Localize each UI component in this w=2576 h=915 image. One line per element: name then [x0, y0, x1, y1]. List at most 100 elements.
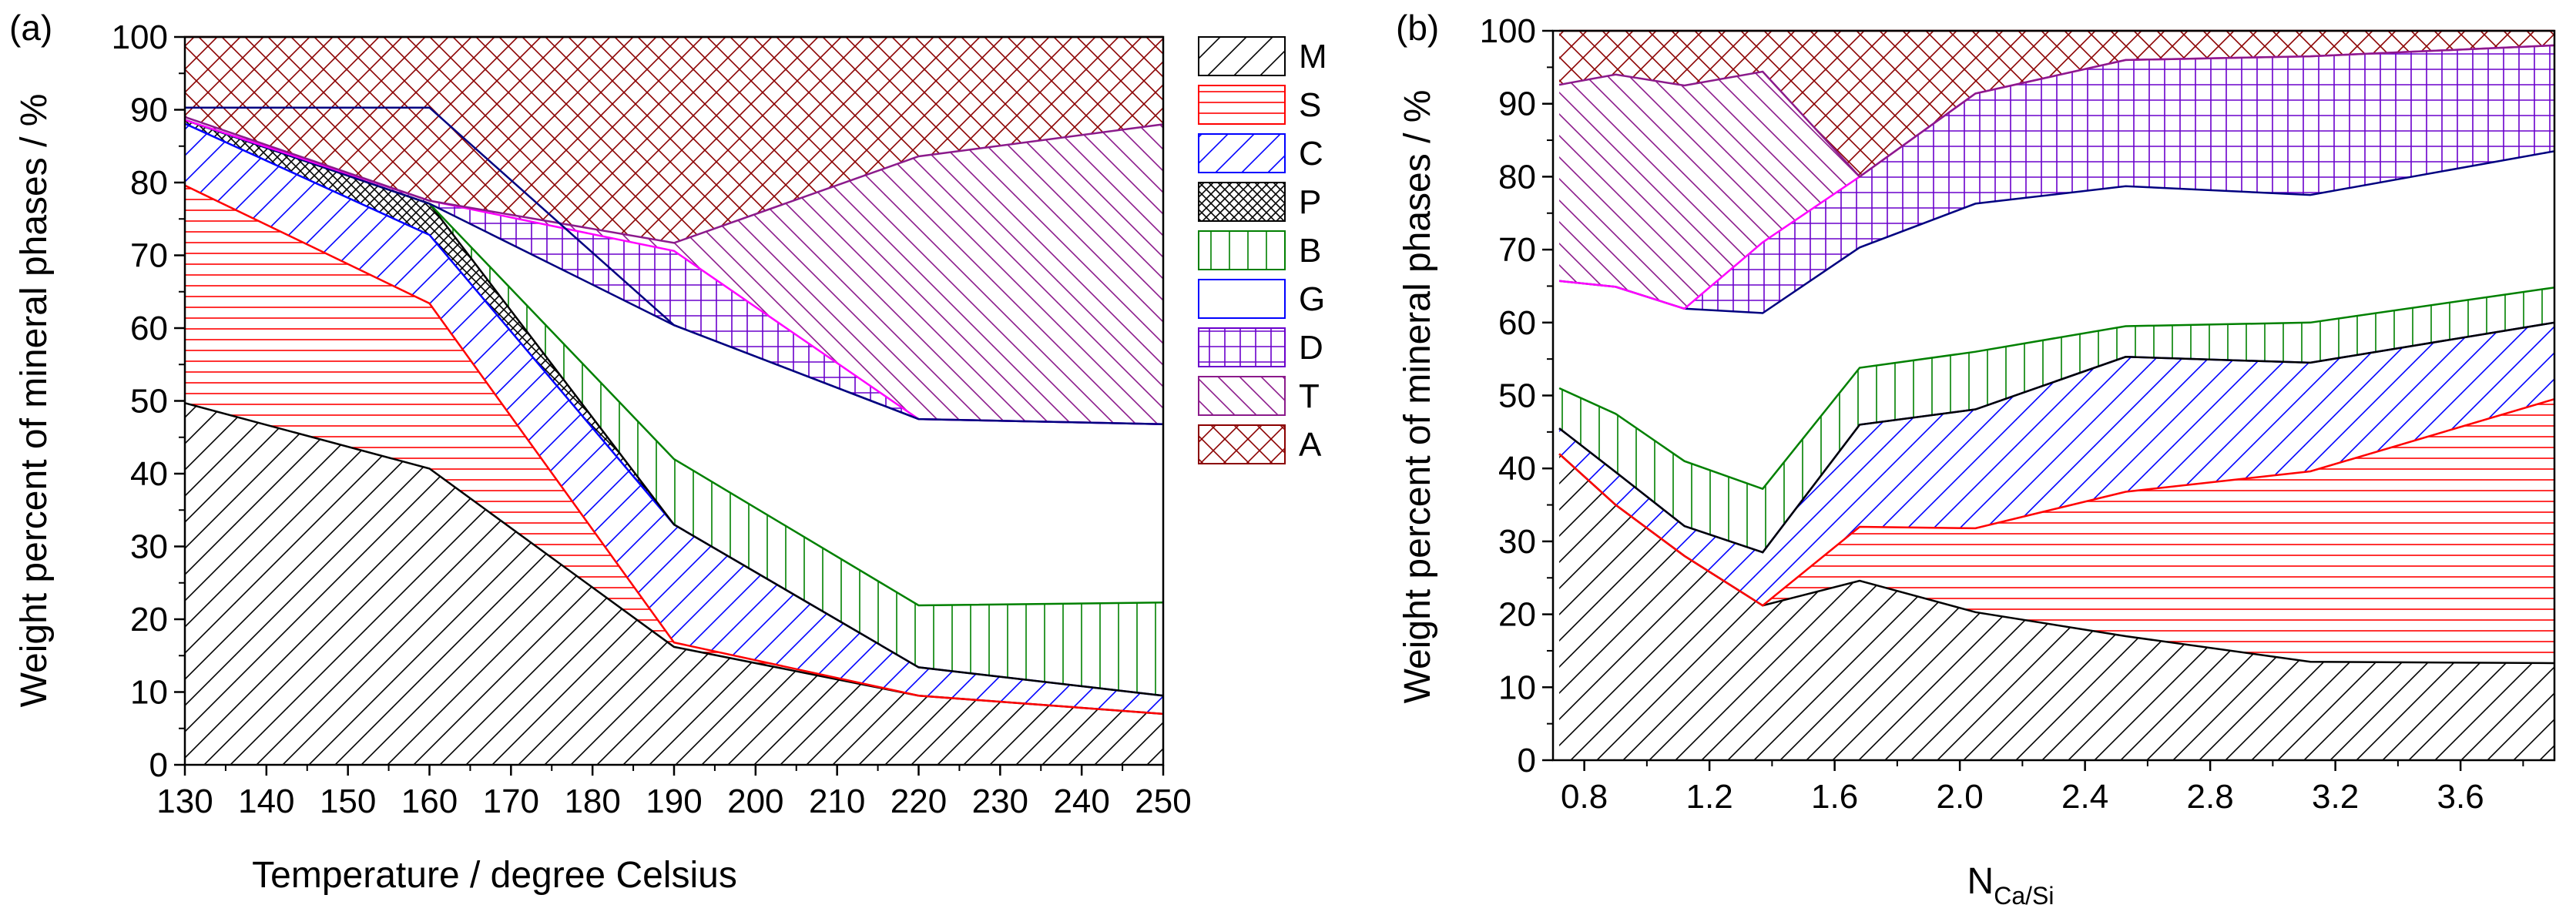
y-tick-label-a-2: 20 [130, 601, 168, 638]
x-tick-label-b-2: 1.6 [1811, 778, 1858, 816]
y-axis-title-b: Weight percent of mineral phases / % [1397, 90, 1438, 704]
legend-label-G: G [1299, 280, 1325, 318]
x-tick-label-b-0: 0.8 [1561, 778, 1608, 816]
y-tick-label-b-0: 0 [1518, 742, 1536, 779]
legend-swatch-T [1198, 376, 1286, 416]
area-S-b [1559, 399, 2554, 663]
x-tick-label-a-9: 220 [891, 783, 947, 820]
x-axis-title-b-main: N [1967, 861, 1994, 902]
x-tick-label-b-1: 1.2 [1686, 778, 1733, 816]
y-tick-label-a-6: 60 [130, 310, 168, 347]
x-tick-label-a-4: 170 [483, 783, 539, 820]
area-G-b [1559, 151, 2554, 489]
area-M-b [1559, 454, 2554, 760]
extra-line-0-a [185, 106, 1164, 425]
area-M-a [185, 403, 1163, 765]
boundary-line-S-a [184, 184, 1164, 716]
x-tick-label-a-0: 130 [156, 783, 213, 820]
y-tick-label-b-6: 60 [1498, 304, 1536, 342]
y-tick-label-a-4: 40 [130, 455, 168, 493]
plot-a-areas [184, 35, 1164, 765]
legend-swatch-B [1198, 230, 1286, 270]
x-tick-label-a-5: 180 [564, 783, 620, 820]
y-tick-label-b-7: 70 [1498, 231, 1536, 269]
plot-b-axes: 0 10 20 30 40 50 60 70 80 90 100 0.8 1.2 1.6 2.0 2.4 2.8… [1480, 12, 2556, 816]
x-axis-title-b: NCa/Si [1967, 861, 2054, 910]
y-tick-label-b-9: 90 [1498, 85, 1536, 123]
x-axis-title-b-sub: Ca/Si [1994, 882, 2054, 910]
y-tick-label-a-3: 30 [130, 528, 168, 566]
x-tick-label-a-1: 140 [238, 783, 294, 820]
y-tick-label-a-7: 70 [130, 237, 168, 275]
x-tick-label-a-6: 190 [646, 783, 702, 820]
area-C-b [1559, 322, 2554, 606]
boundary-line-T-a [184, 116, 1164, 244]
panel-b-label: (b) [1396, 8, 1439, 48]
legend-swatch-P [1198, 182, 1286, 222]
area-D-a [185, 119, 1163, 424]
legend-label-S: S [1299, 86, 1321, 124]
y-tick-label-b-8: 80 [1498, 158, 1536, 196]
legend-swatch-M [1198, 36, 1286, 76]
x-tick-label-b-4: 2.4 [2061, 778, 2108, 816]
panel-b: (b) 0 10 20 30 40 50 60 70 80 90 100 0.8 1.2 1.6 2.0 2.… [1396, 8, 2556, 910]
y-tick-label-a-10: 100 [112, 18, 168, 56]
x-tick-label-b-3: 2.0 [1937, 778, 1984, 816]
area-S-a [185, 185, 1163, 714]
y-tick-label-b-5: 50 [1498, 377, 1536, 415]
panel-a: (a) 0 10 20 30 40 50 60 70 80 90 100 130 140 150 160 17… [9, 8, 1192, 896]
legend-label-A: A [1299, 426, 1322, 464]
x-tick-label-a-2: 150 [320, 783, 376, 820]
x-tick-label-a-8: 210 [809, 783, 865, 820]
y-axis-title-a: Weight percent of mineral phases / % [14, 94, 55, 708]
y-tick-label-b-3: 30 [1498, 523, 1536, 561]
y-tick-label-a-5: 50 [130, 383, 168, 421]
y-tick-label-a-9: 90 [130, 92, 168, 129]
boundary-line-P-b [1558, 321, 2555, 554]
area-D-b [1559, 45, 2554, 313]
x-tick-label-a-11: 240 [1053, 783, 1109, 820]
x-axis-title-a: Temperature / degree Celsius [252, 855, 737, 896]
y-tick-label-a-1: 10 [130, 674, 168, 712]
legend-swatch-A [1198, 424, 1286, 464]
legend-label-D: D [1299, 329, 1323, 367]
boundary-line-T-b [1558, 44, 2555, 179]
area-A-b [1559, 31, 2554, 177]
x-tick-label-a-10: 230 [972, 783, 1028, 820]
y-tick-label-b-1: 10 [1498, 669, 1536, 706]
y-tick-label-b-10: 100 [1480, 12, 1536, 50]
legend-label-P: P [1299, 183, 1321, 221]
legend-label-B: B [1299, 232, 1321, 270]
x-tick-label-b-6: 3.2 [2312, 778, 2359, 816]
plot-a-axes: 0 10 20 30 40 50 60 70 80 90 100 130 140 150 160 170 180… [112, 18, 1192, 820]
legend-swatch-C [1198, 133, 1286, 173]
area-T-a [185, 116, 1163, 424]
area-A-a [185, 37, 1163, 243]
y-tick-label-a-0: 0 [149, 746, 168, 784]
legend-label-T: T [1299, 377, 1320, 415]
area-T-b [1559, 45, 2554, 309]
y-tick-label-b-2: 20 [1498, 596, 1536, 634]
x-tick-label-a-3: 160 [401, 783, 458, 820]
x-tick-label-a-12: 250 [1135, 783, 1191, 820]
legend-label-M: M [1299, 38, 1327, 75]
legend-swatch-S [1198, 85, 1286, 125]
x-tick-label-b-5: 2.8 [2187, 778, 2234, 816]
x-tick-label-a-7: 200 [727, 783, 783, 820]
x-tick-label-b-7: 3.6 [2437, 778, 2484, 816]
legend-swatch-G [1198, 279, 1286, 319]
legend-swatch-D [1198, 327, 1286, 367]
y-tick-label-a-8: 80 [130, 164, 168, 202]
boundary-line-S-b [1558, 398, 2555, 607]
area-G-a [185, 119, 1163, 605]
area-B-a [185, 119, 1163, 696]
legend-label-C: C [1299, 135, 1323, 173]
panel-a-label: (a) [9, 8, 52, 48]
area-C-a [185, 123, 1163, 714]
plot-b-areas [1558, 29, 2555, 760]
boundary-line-B-b [1558, 287, 2555, 491]
y-tick-label-b-4: 40 [1498, 450, 1536, 488]
area-B-b [1559, 287, 2554, 553]
